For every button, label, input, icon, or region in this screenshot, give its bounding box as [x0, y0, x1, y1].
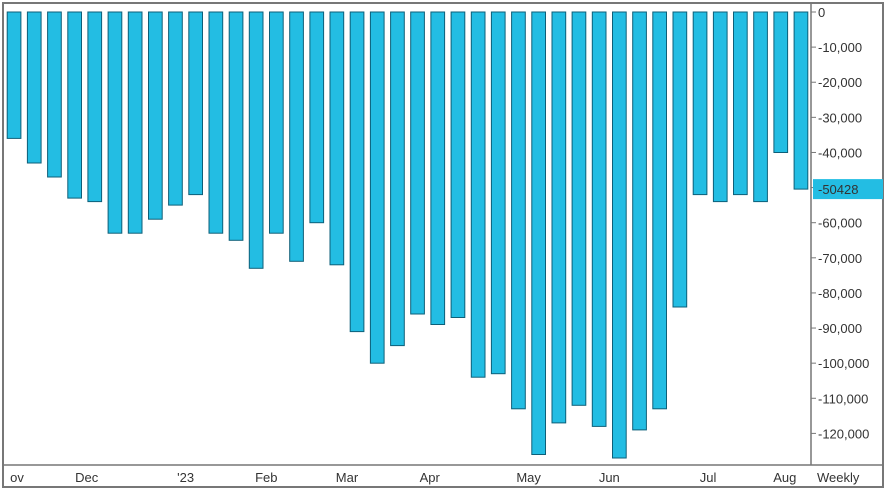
bar-5: [87, 11, 103, 203]
bar-17: [329, 11, 345, 266]
bar-12: [228, 11, 244, 241]
bar-4: [67, 11, 83, 199]
x-tick-label: Aug: [773, 470, 796, 485]
bar-6: [107, 11, 123, 234]
bar-36: [712, 11, 728, 203]
x-tick-label: '23: [177, 470, 194, 485]
bar-16: [309, 11, 325, 224]
bar-19: [369, 11, 385, 364]
y-tick-label: -70,000: [818, 251, 862, 266]
x-tick-label: May: [516, 470, 541, 485]
bar-3: [47, 11, 62, 178]
bar-1: [6, 11, 22, 139]
x-axis: ov Dec '23 Feb Mar Apr May Jun Jul Aug: [10, 470, 796, 485]
bar-23: [450, 11, 466, 318]
y-tick-label: -10,000: [818, 40, 862, 55]
x-tick-label: Mar: [336, 470, 359, 485]
bar-37: [733, 11, 748, 196]
x-tick-label: Jun: [599, 470, 620, 485]
bar-22: [430, 11, 446, 325]
bar-20: [390, 11, 405, 347]
bar-26: [511, 11, 526, 410]
y-tick-label: 0: [818, 5, 825, 20]
y-tick-label: -120,000: [818, 426, 869, 441]
bar-18: [349, 11, 365, 333]
bar-7: [127, 11, 143, 234]
bar-39: [773, 11, 789, 153]
last-value-background: [813, 179, 883, 200]
bar-9: [168, 11, 183, 206]
y-tick-label: -90,000: [818, 321, 862, 336]
bar-38: [753, 11, 768, 203]
bar-27: [531, 11, 546, 455]
bar-15: [289, 11, 304, 262]
y-axis: 0-10,000-20,000-30,000-40,000-50,000-60,…: [811, 5, 869, 441]
bar-14: [269, 11, 284, 234]
y-tick-label: -80,000: [818, 286, 862, 301]
y-tick-label: -100,000: [818, 356, 869, 371]
x-tick-label: ov: [10, 470, 24, 485]
x-tick-label: Feb: [255, 470, 277, 485]
last-value-marker: -50428: [813, 179, 883, 200]
bar-8: [148, 11, 163, 220]
y-tick-label: -20,000: [818, 75, 862, 90]
x-tick-label: Apr: [420, 470, 441, 485]
bar-2: [26, 11, 42, 164]
x-tick-label: Dec: [75, 470, 99, 485]
bar-13: [248, 11, 264, 269]
bar-21: [410, 11, 425, 315]
bars-group: [6, 11, 809, 459]
y-tick-label: -30,000: [818, 110, 862, 125]
bar-29: [571, 11, 587, 406]
bar-25: [490, 11, 506, 375]
last-value-label: -50428: [818, 182, 858, 197]
bar-40: [793, 11, 809, 190]
bar-34: [672, 11, 688, 308]
bar-35: [692, 11, 708, 196]
bar-31: [612, 11, 627, 459]
bar-11: [208, 11, 224, 234]
bar-24: [470, 11, 486, 378]
bar-28: [551, 11, 567, 424]
bar-30: [591, 11, 607, 427]
x-tick-label: Jul: [700, 470, 717, 485]
bar-10: [188, 11, 204, 196]
bar-32: [632, 11, 647, 431]
y-tick-label: -40,000: [818, 145, 862, 160]
y-tick-label: -60,000: [818, 216, 862, 231]
bar-33: [652, 11, 667, 410]
period-label: Weekly: [817, 470, 860, 485]
y-tick-label: -110,000: [818, 391, 868, 406]
